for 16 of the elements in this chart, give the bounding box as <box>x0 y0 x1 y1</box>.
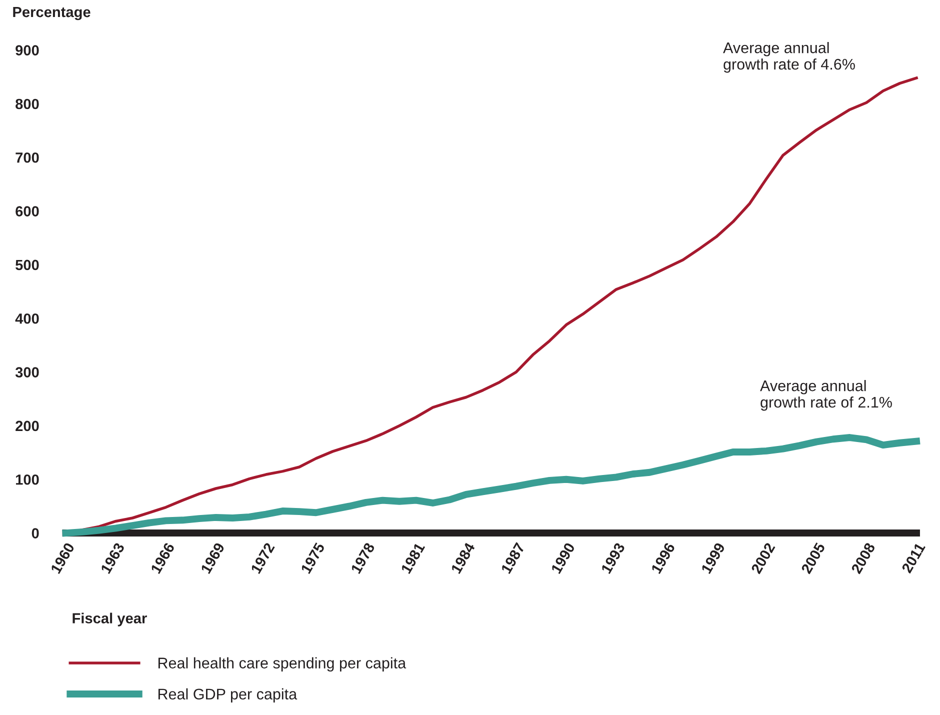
y-tick-label: 700 <box>16 152 39 163</box>
y-tick-label: 300 <box>15 367 39 378</box>
legend-label: Real health care spending per capita <box>158 657 406 672</box>
y-tick-label: 100 <box>16 474 39 485</box>
y-tick-label: 800 <box>16 98 39 110</box>
annotation: Average annual growth rate of 2.1% <box>760 380 892 411</box>
y-tick-label: 400 <box>15 313 39 324</box>
annotation: Average annual growth rate of 4.6% <box>723 42 855 73</box>
y-tick-label: 200 <box>16 420 39 432</box>
x-axis-title: Fiscal year <box>72 612 147 626</box>
y-tick-label: 600 <box>16 206 39 216</box>
y-axis-title: Percentage <box>13 7 90 20</box>
y-tick-label: 900 <box>16 45 39 56</box>
legend-label: Real GDP per capita <box>158 688 298 703</box>
y-tick-label: 0 <box>32 528 39 538</box>
y-tick-label: 500 <box>16 260 39 270</box>
